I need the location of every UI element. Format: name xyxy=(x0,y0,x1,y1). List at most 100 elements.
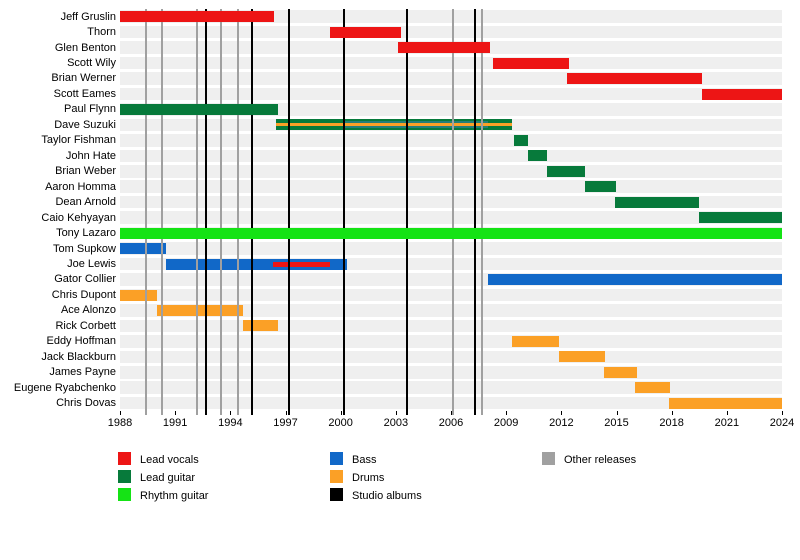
row-band xyxy=(120,165,782,178)
row-band xyxy=(120,211,782,224)
legend-label: Bass xyxy=(352,454,377,466)
studio-album-line xyxy=(473,9,476,415)
member-name: Ace Alonzo xyxy=(60,304,116,317)
row-band xyxy=(120,319,782,333)
timeline-bar-drums xyxy=(120,289,157,301)
row-band xyxy=(120,10,782,23)
legend-item-bass: Bass xyxy=(330,452,376,466)
timeline-bar-lead_guitar xyxy=(276,119,512,131)
legend-label: Studio albums xyxy=(352,490,422,502)
timeline-bar-rhythm_guitar xyxy=(120,227,782,239)
timeline-bar-layer-drums xyxy=(276,123,512,127)
legend-label: Rhythm guitar xyxy=(140,490,209,502)
studio-album-line xyxy=(405,9,408,415)
rhythm_guitar-swatch xyxy=(118,488,131,501)
timeline-bar-drums xyxy=(634,382,670,394)
timeline-bar-drums xyxy=(668,397,782,409)
row-band xyxy=(120,25,782,39)
axis-tick-label: 2009 xyxy=(493,417,519,429)
member-name: Chris Dupont xyxy=(51,288,116,301)
axis-tick xyxy=(175,411,177,415)
timeline-bar-lead_guitar xyxy=(585,181,617,193)
axis-tick-label: 2012 xyxy=(549,417,574,429)
axis-tick xyxy=(395,411,397,415)
timeline-bar-lead_guitar xyxy=(528,150,547,162)
timeline-bar-lead_guitar xyxy=(546,165,586,177)
timeline-bar-lead_vocals xyxy=(120,11,275,23)
row-band xyxy=(120,149,782,163)
timeline-bar-drums xyxy=(559,351,606,363)
member-name: Jeff Gruslin xyxy=(60,10,116,23)
member-name: Paul Flynn xyxy=(64,103,116,116)
member-name: Scott Wily xyxy=(67,56,116,69)
timeline-bar-bass xyxy=(487,274,782,286)
member-name: Aaron Homma xyxy=(45,180,116,193)
member-name: Eddy Hoffman xyxy=(46,335,116,348)
other-release-line xyxy=(161,9,164,415)
member-name: Glen Benton xyxy=(54,41,116,54)
axis-tick-label: 1988 xyxy=(107,417,133,429)
other-release-line xyxy=(196,9,199,415)
other-release-line xyxy=(144,9,147,415)
timeline-bar-lead_vocals xyxy=(566,73,702,85)
drums-swatch xyxy=(330,470,343,483)
timeline-bar-lead_vocals xyxy=(493,57,569,69)
axis-tick-label: 1997 xyxy=(273,417,298,429)
member-name: Dave Suzuki xyxy=(54,118,116,131)
legend-item-lead_guitar: Lead guitar xyxy=(118,470,195,484)
member-name: Brian Weber xyxy=(55,165,116,178)
legend-label: Lead vocals xyxy=(140,454,199,466)
axis-tick-label: 2024 xyxy=(769,417,795,429)
bass-swatch xyxy=(330,452,343,465)
member-name: Taylor Fishman xyxy=(41,134,116,147)
row-band xyxy=(120,335,782,348)
row-band xyxy=(120,396,782,410)
legend-item-lead_vocals: Lead vocals xyxy=(118,452,199,466)
timeline-bar-lead_vocals xyxy=(397,42,490,54)
row-band xyxy=(120,180,782,194)
member-name: Brian Werner xyxy=(51,72,116,85)
member-name: Tom Supkow xyxy=(53,242,116,255)
timeline-bar-drums xyxy=(156,305,244,316)
legend-label: Other releases xyxy=(564,454,637,466)
axis-tick xyxy=(671,411,673,415)
legend-item-studio_albums: Studio albums xyxy=(330,488,422,502)
timeline-bar-lead_vocals xyxy=(329,26,402,38)
timeline-bar-bass xyxy=(120,243,166,255)
legend-label: Drums xyxy=(352,472,385,484)
other-release-line xyxy=(220,9,223,415)
member-name: John Hate xyxy=(65,149,116,162)
legend-item-drums: Drums xyxy=(330,470,384,484)
legend-label: Lead guitar xyxy=(140,472,196,484)
row-band xyxy=(120,87,782,101)
other-release-line xyxy=(236,9,239,415)
member-name: Gator Collier xyxy=(54,273,116,286)
timeline-bar-bass xyxy=(165,258,348,270)
axis-tick xyxy=(506,411,508,415)
member-name: Eugene Ryabchenko xyxy=(13,381,116,394)
studio_albums-swatch xyxy=(330,488,343,501)
axis-tick-label: 2015 xyxy=(604,417,629,429)
member-name: Jack Blackburn xyxy=(41,350,116,363)
other_releases-swatch xyxy=(542,452,555,465)
member-name: Tony Lazaro xyxy=(56,227,116,240)
member-name: Thorn xyxy=(87,26,116,39)
timeline-bar-lead_vocals xyxy=(702,88,782,100)
studio-album-line xyxy=(251,9,254,415)
other-release-line xyxy=(451,9,454,415)
axis-tick-label: 2018 xyxy=(659,417,684,429)
row-band xyxy=(120,288,782,302)
other-release-line xyxy=(481,9,484,415)
axis-tick xyxy=(285,411,287,415)
axis-tick-label: 1994 xyxy=(218,417,243,429)
timeline-bar-drums xyxy=(243,320,279,332)
timeline-bar-drums xyxy=(511,335,560,347)
axis-tick-label: 2003 xyxy=(383,417,409,429)
axis-tick-label: 2000 xyxy=(328,417,353,429)
row-band xyxy=(120,56,782,70)
member-name: Rick Corbett xyxy=(55,319,116,332)
timeline-bar-lead_guitar xyxy=(699,212,782,224)
axis-tick-label: 1991 xyxy=(162,417,188,429)
studio-album-line xyxy=(288,9,291,415)
